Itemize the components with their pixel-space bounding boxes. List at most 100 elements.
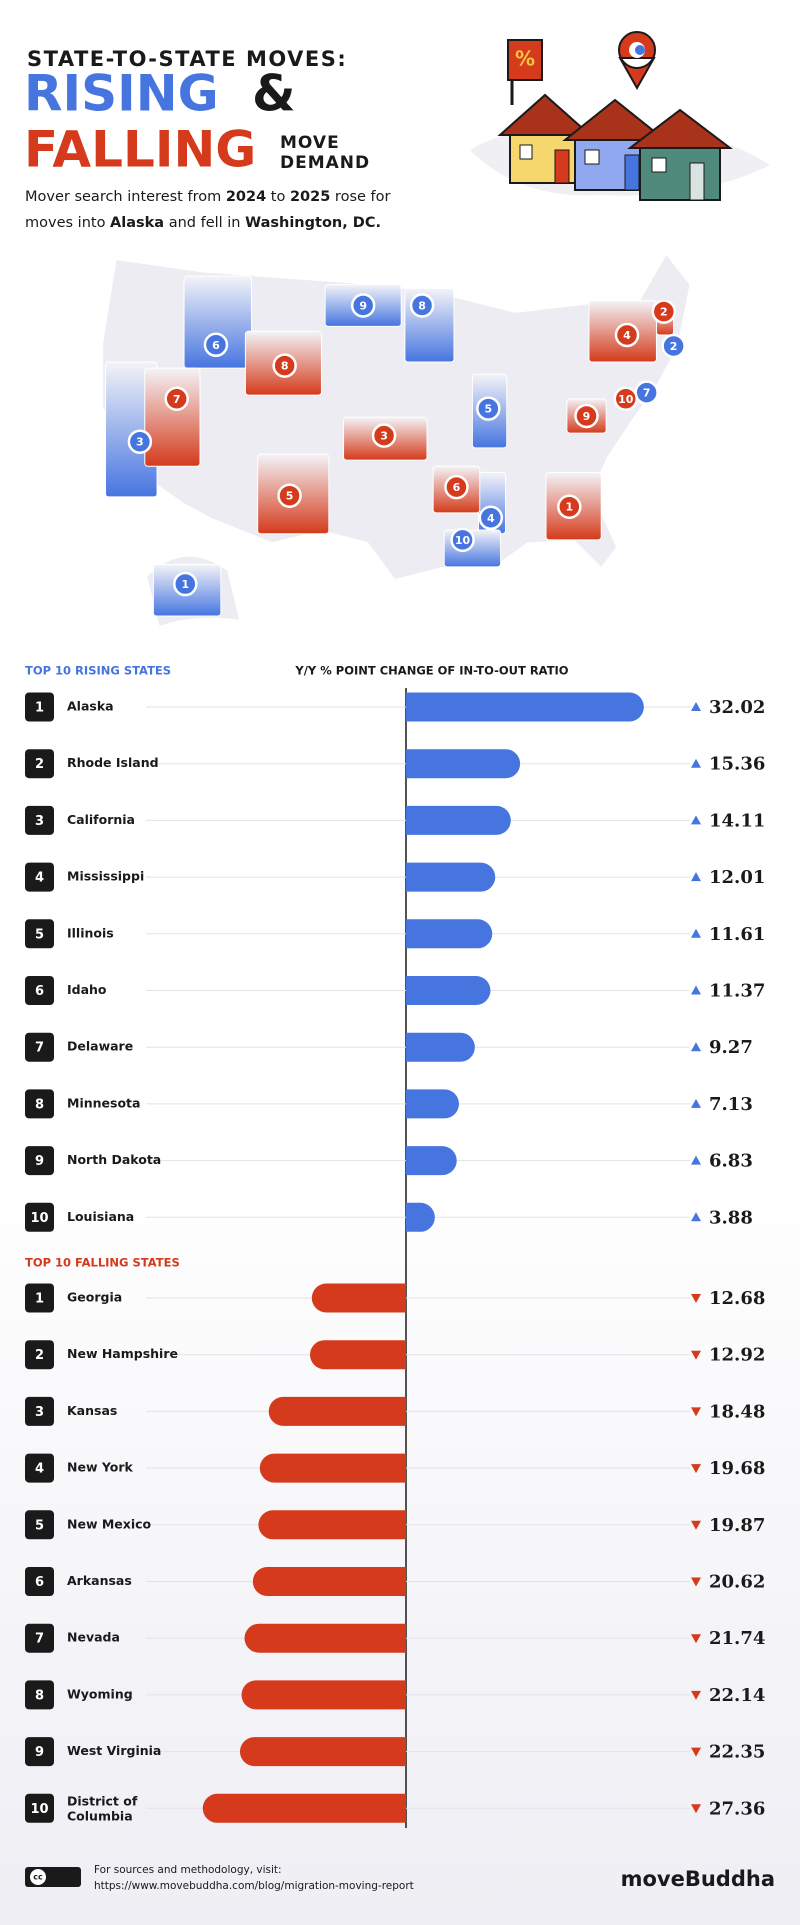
value-label: 6.83 xyxy=(709,1151,753,1172)
map-marker-label: 2 xyxy=(660,306,668,319)
up-arrow xyxy=(691,702,701,711)
value-label: 22.14 xyxy=(709,1685,765,1706)
map-marker xyxy=(574,403,599,429)
rank-box xyxy=(25,1567,54,1596)
bar xyxy=(258,1510,406,1540)
bar xyxy=(239,1737,406,1767)
category-label: Alaska xyxy=(67,699,114,714)
down-arrow xyxy=(691,1747,701,1757)
rank-box xyxy=(25,749,54,779)
footer-note: For sources and methodology, visit: xyxy=(94,1864,282,1876)
title-demand: DEMAND xyxy=(280,153,370,173)
map-marker-label: 3 xyxy=(380,430,388,443)
rank-box xyxy=(25,1089,54,1119)
houses-illustration: % xyxy=(470,31,770,201)
subtitle-part: moves into xyxy=(25,215,110,231)
bar xyxy=(406,749,521,779)
bar xyxy=(202,1793,406,1823)
up-arrow xyxy=(691,985,701,995)
map-marker-label: 7 xyxy=(173,393,181,406)
value-label: 9.27 xyxy=(709,1037,753,1058)
rank-label: 1 xyxy=(35,701,44,716)
kicker: STATE-TO-STATE MOVES: xyxy=(27,47,347,71)
category-label: New Hampshire xyxy=(67,1346,178,1361)
subtitle-line: Mover search interest from 2024 to 2025 … xyxy=(25,189,391,205)
rank-box xyxy=(25,692,54,722)
rank-box xyxy=(25,862,54,892)
category-label: Kansas xyxy=(67,1403,117,1418)
map-marker xyxy=(350,293,376,318)
title-amp: & xyxy=(252,65,296,123)
bar xyxy=(241,1680,406,1710)
bar xyxy=(406,1089,459,1119)
rank-label: 6 xyxy=(35,984,44,999)
map-marker xyxy=(478,505,504,531)
down-arrow xyxy=(691,1577,701,1587)
brand: moveBuddha xyxy=(621,1867,775,1891)
map-marker xyxy=(164,386,189,412)
value-label: 19.87 xyxy=(709,1515,765,1536)
bar xyxy=(268,1396,406,1426)
map-marker-label: 9 xyxy=(359,300,367,313)
category-label: Nevada xyxy=(67,1630,120,1645)
rank-label: 6 xyxy=(35,1575,44,1590)
value-label: 19.68 xyxy=(709,1458,765,1479)
category-label: Illinois xyxy=(67,925,114,940)
map-marker-label: 10 xyxy=(618,393,634,406)
category-label: Rhode Island xyxy=(67,755,159,770)
rank-label: 1 xyxy=(35,1292,44,1307)
rank-label: 2 xyxy=(35,757,44,772)
map-marker-label: 5 xyxy=(286,490,294,503)
up-arrow xyxy=(691,872,701,882)
rank-box xyxy=(25,1202,54,1232)
down-arrow xyxy=(691,1634,701,1644)
rank-box xyxy=(25,1032,54,1062)
license-icon: cc xyxy=(25,1867,81,1887)
rank-label: 9 xyxy=(35,1154,44,1169)
category-label: North Dakota xyxy=(67,1152,161,1167)
down-arrow xyxy=(691,1407,701,1417)
rank-box xyxy=(25,1793,54,1823)
us-map: 1 2 3 4 5 6 7 8 9 10 1 2 3 4 5 6 7 8 9 10 xyxy=(103,255,690,626)
map-marker xyxy=(409,293,435,318)
map-marker xyxy=(651,299,677,324)
value-label: 21.74 xyxy=(709,1628,765,1649)
subtitle-part: to xyxy=(266,189,290,205)
subtitle-part: and fell in xyxy=(164,215,245,231)
up-arrow xyxy=(691,1155,701,1165)
rank-label: 5 xyxy=(35,927,44,942)
map-marker xyxy=(272,353,297,378)
value-label: 12.01 xyxy=(709,867,765,888)
bar xyxy=(406,976,491,1005)
house-sign: % xyxy=(515,47,535,71)
up-arrow xyxy=(691,1212,701,1222)
footer-url: https://www.movebuddha.com/blog/migratio… xyxy=(94,1880,414,1892)
value-label: 32.02 xyxy=(709,697,765,718)
down-arrow xyxy=(691,1294,701,1303)
value-label: 7.13 xyxy=(709,1094,753,1115)
map-marker-label: 10 xyxy=(455,534,471,547)
state-shape xyxy=(183,275,253,369)
bar xyxy=(244,1623,406,1653)
subtitle-part: 2025 xyxy=(290,189,330,205)
rank-box xyxy=(25,1283,54,1313)
license-label: cc xyxy=(33,1873,43,1882)
value-label: 27.36 xyxy=(709,1798,765,1819)
subtitle-part: 2024 xyxy=(226,189,266,205)
subtitle-part: Washington, DC. xyxy=(245,215,381,231)
up-arrow xyxy=(691,1042,701,1052)
up-arrow xyxy=(691,758,701,768)
charts: TOP 10 RISING STATES Y/Y % POINT CHANGE O… xyxy=(25,664,765,1828)
map-marker-label: 8 xyxy=(418,300,426,313)
rank-box xyxy=(25,1340,54,1370)
map-marker-label: 5 xyxy=(485,403,493,416)
up-arrow xyxy=(691,1098,701,1108)
category-label: New York xyxy=(67,1460,133,1475)
title-rising: RISING xyxy=(24,65,219,123)
rank-label: 2 xyxy=(35,1348,44,1363)
down-arrow xyxy=(691,1350,701,1360)
down-arrow xyxy=(691,1804,701,1814)
category-label: Louisiana xyxy=(67,1209,134,1224)
map-marker xyxy=(450,527,475,553)
